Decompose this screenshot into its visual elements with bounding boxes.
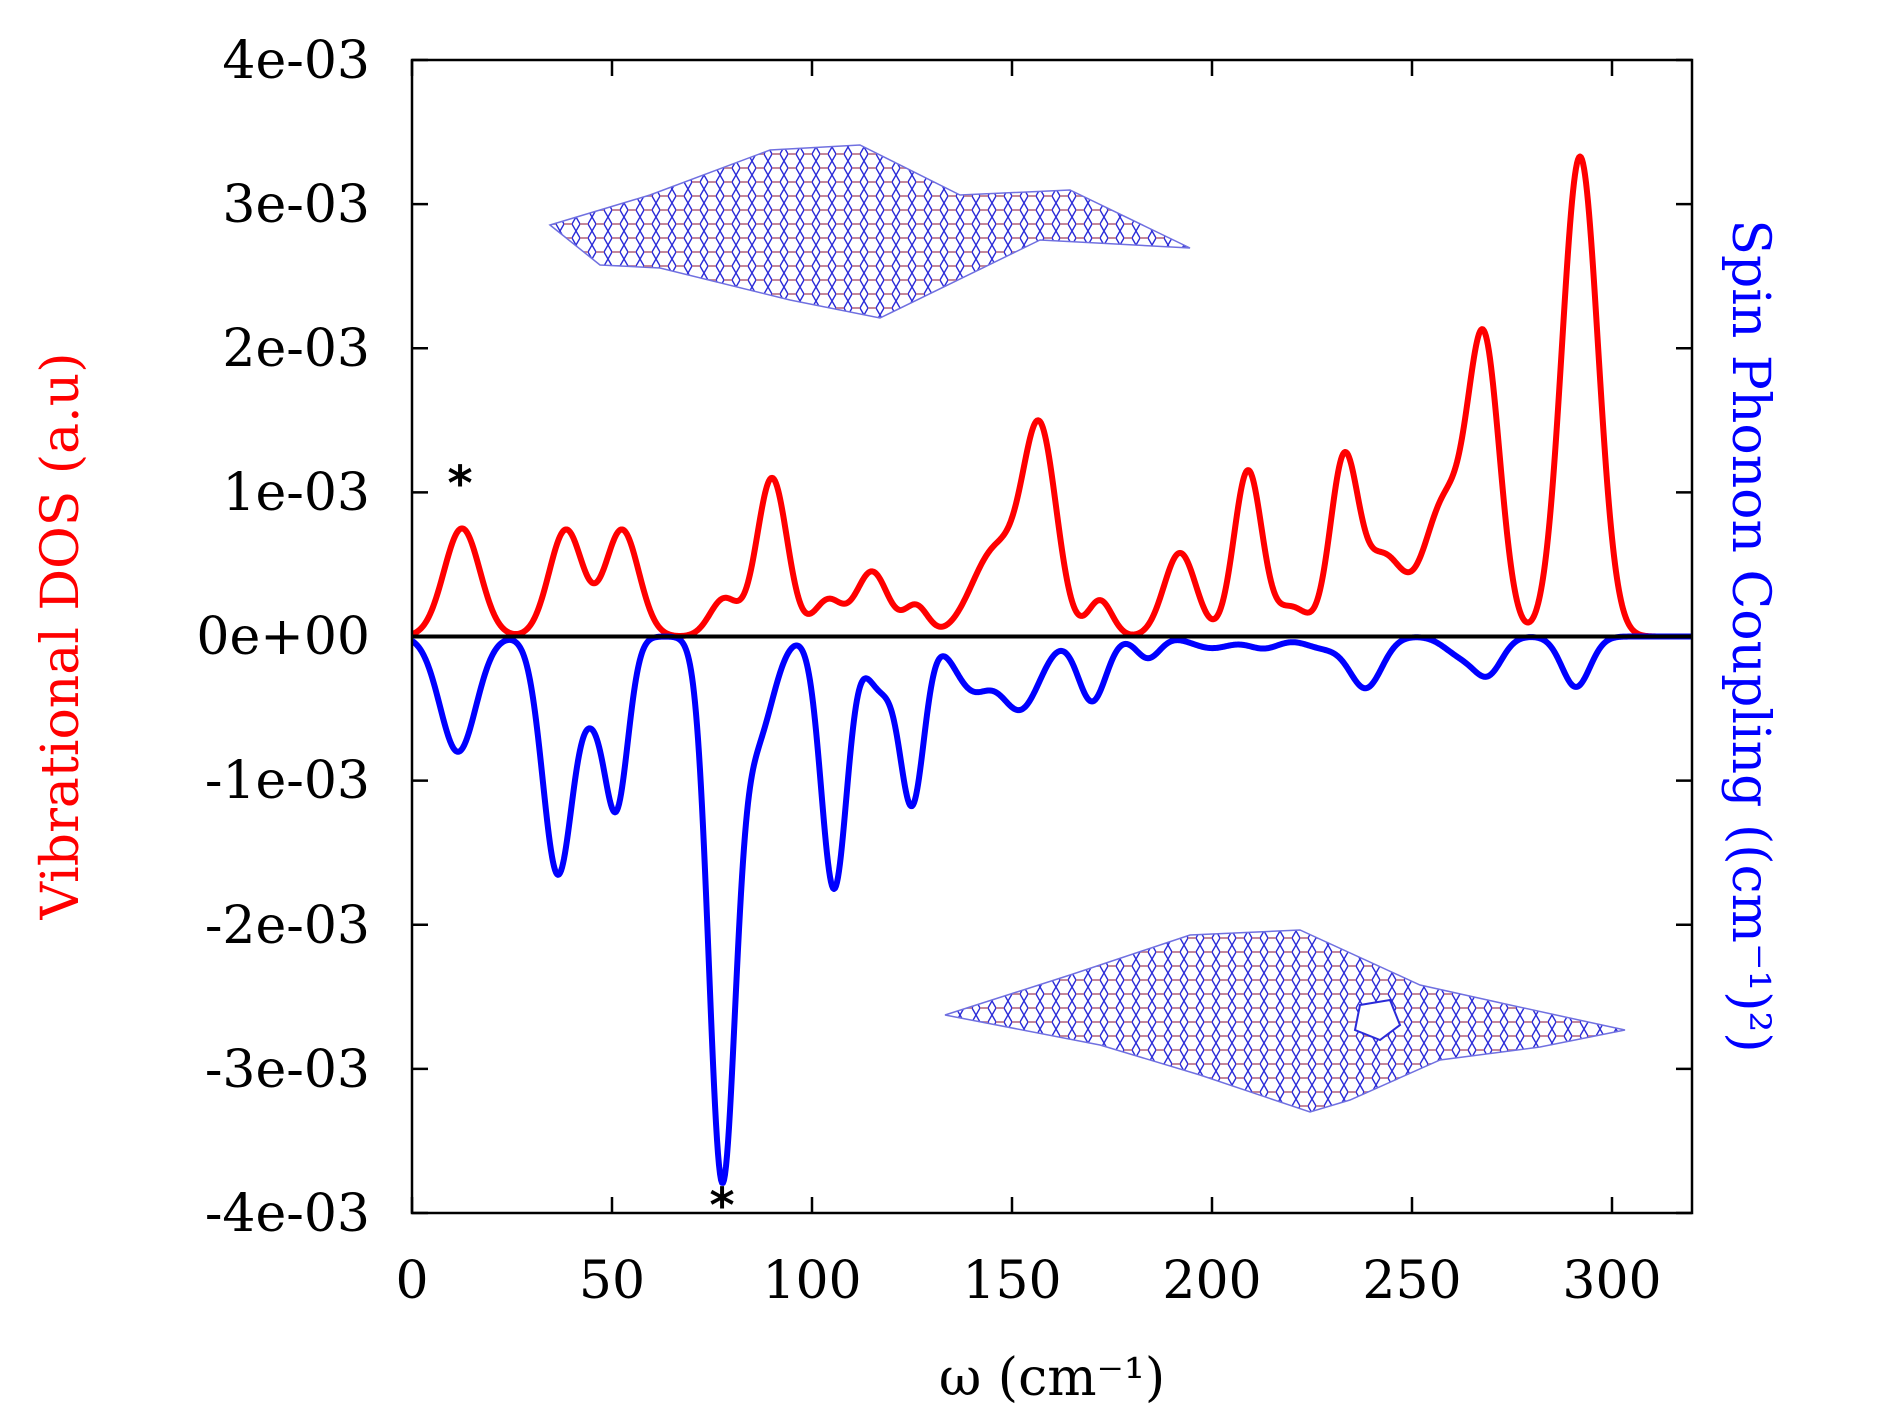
y-tick-label: 4e-03 bbox=[222, 31, 370, 91]
y-tick-label: -2e-03 bbox=[205, 896, 370, 956]
inset-defect-graphene bbox=[944, 929, 1626, 1113]
y-tick-labels: 4e-03 3e-03 2e-03 1e-03 0e+00 -1e-03 -2e… bbox=[196, 31, 370, 1244]
dos-series-line bbox=[412, 153, 1692, 640]
y-tick-label: -1e-03 bbox=[205, 751, 370, 811]
x-tick-label: 0 bbox=[395, 1251, 428, 1311]
y-tick-label: 1e-03 bbox=[222, 463, 370, 523]
y-axis-label-right: Spin Phonon Coupling ((cm⁻¹)²) bbox=[1720, 219, 1780, 1052]
inset-pristine-graphene bbox=[548, 144, 1191, 319]
y-tick-label: 3e-03 bbox=[222, 175, 370, 235]
x-tick-label: 250 bbox=[1362, 1251, 1461, 1311]
x-tick-label: 50 bbox=[579, 1251, 645, 1311]
spin-phonon-series-line bbox=[412, 633, 1692, 1186]
y-tick-label: 0e+00 bbox=[196, 607, 370, 667]
axis-ticks bbox=[410, 58, 1692, 1215]
y-axis-label-left: Vibrational DOS (a.u) bbox=[31, 353, 91, 921]
x-tick-label: 300 bbox=[1562, 1251, 1661, 1311]
x-tick-label: 200 bbox=[1162, 1251, 1261, 1311]
x-tick-label: 100 bbox=[762, 1251, 861, 1311]
y-tick-label: -4e-03 bbox=[205, 1184, 370, 1244]
annotation-star-dos: * bbox=[447, 456, 472, 512]
x-tick-label: 150 bbox=[962, 1251, 1061, 1311]
y-tick-label: -3e-03 bbox=[205, 1040, 370, 1100]
x-axis-label: ω (cm⁻¹) bbox=[939, 1348, 1165, 1408]
annotation-star-spc: * bbox=[709, 1178, 734, 1234]
y-tick-label: 2e-03 bbox=[222, 319, 370, 379]
x-tick-labels: 0 50 100 150 200 250 300 bbox=[395, 1251, 1661, 1311]
